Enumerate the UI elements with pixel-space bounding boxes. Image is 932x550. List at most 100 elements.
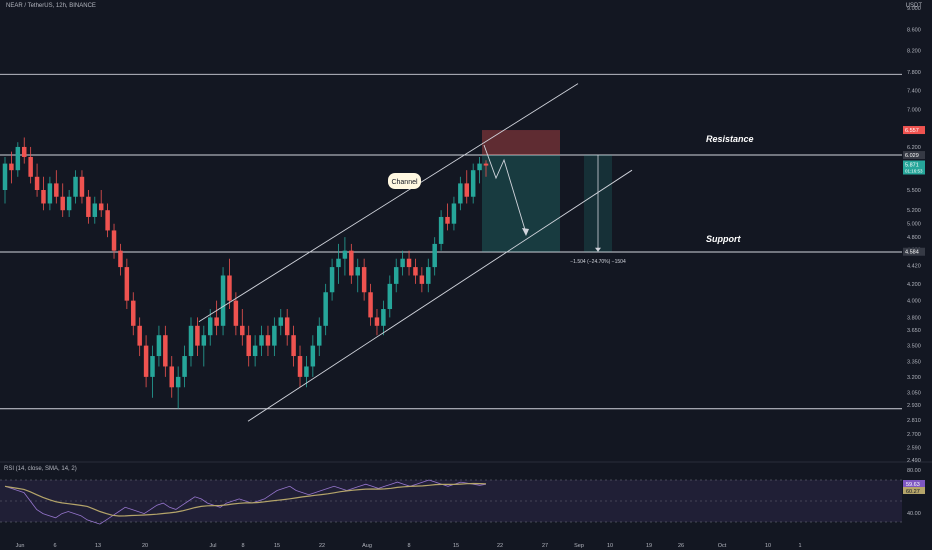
- price-tick: 4.000: [907, 299, 921, 305]
- time-tick: 6: [53, 543, 56, 549]
- candle-body: [111, 230, 117, 251]
- candle-body: [15, 146, 21, 171]
- candle-body: [105, 210, 110, 231]
- candle-body: [163, 335, 168, 367]
- candle-body: [265, 335, 271, 346]
- channel-lines[interactable]: [198, 83, 633, 422]
- candle-body: [252, 345, 258, 357]
- projection-path: [483, 144, 527, 234]
- time-tick: Jun: [16, 543, 25, 549]
- rsi-line: [4, 479, 487, 525]
- candle-body: [207, 317, 213, 336]
- rsi-value: 59.63: [906, 482, 920, 488]
- channel-callout[interactable]: Channel: [388, 173, 421, 189]
- rsi-tick: 40.00: [907, 511, 921, 517]
- time-tick: 22: [497, 543, 503, 549]
- measure-arrowhead: [595, 247, 601, 252]
- rsi-sma-value: 60.27: [906, 489, 920, 495]
- candle-body: [118, 250, 123, 268]
- time-axis[interactable]: Jun 6 13 20 Jul 8 15 22 Aug 8 15 22 27 Sep 10 19 26 Oct 10…: [16, 543, 802, 549]
- price-tick: 2.810: [907, 418, 921, 424]
- candle-body: [188, 325, 194, 357]
- price-tick: 5.500: [907, 188, 921, 194]
- time-tick: 22: [319, 543, 325, 549]
- candle-body: [220, 275, 226, 326]
- candle-body: [323, 292, 328, 326]
- candle-body: [355, 267, 360, 276]
- candle-body: [150, 356, 155, 377]
- price-tick: 2.590: [907, 446, 921, 452]
- stop-price-tag: [903, 126, 925, 135]
- candles-group: [2, 137, 489, 409]
- candle-body: [227, 275, 232, 301]
- price-tick: 3.350: [907, 359, 921, 365]
- price-tick: 6.200: [907, 145, 921, 151]
- support-price-tag-text: 4.584: [905, 250, 919, 256]
- price-tick: 7.000: [907, 107, 921, 113]
- stop-price-tag-text: 6.557: [905, 128, 919, 134]
- candle-body: [175, 376, 181, 388]
- candle-body: [9, 163, 14, 171]
- candle-body: [438, 216, 444, 244]
- time-tick: 10: [607, 543, 613, 549]
- candle-body: [374, 317, 380, 326]
- candle-body: [34, 176, 40, 190]
- candle-body: [182, 356, 187, 377]
- current-price-tag: [903, 160, 925, 175]
- time-tick: 15: [274, 543, 280, 549]
- measure-label: −1.504 (−24.70%) −1504: [570, 259, 626, 265]
- projection-arrowhead: [522, 228, 529, 236]
- candle-body: [272, 325, 277, 346]
- candle-body: [246, 335, 251, 357]
- candle-body: [131, 300, 136, 326]
- price-tick: 5.000: [907, 222, 921, 228]
- price-axis[interactable]: 9.0008.6008.2007.8007.4007.0006.6006.200…: [907, 6, 921, 464]
- candle-body: [329, 267, 335, 293]
- level-lines: [0, 73, 902, 410]
- candle-body: [195, 325, 200, 346]
- time-tick: 27: [542, 543, 548, 549]
- candle-body: [284, 317, 290, 336]
- candle-body: [169, 366, 174, 388]
- time-tick: 10: [765, 543, 771, 549]
- time-tick: 8: [407, 543, 410, 549]
- countdown-text: 01:16:53: [905, 169, 923, 174]
- candle-body: [28, 156, 33, 177]
- candle-body: [98, 203, 104, 211]
- short-position-tool[interactable]: [482, 130, 612, 252]
- candle-body: [336, 258, 341, 268]
- candle-body: [470, 170, 476, 197]
- candle-body: [400, 258, 405, 268]
- candle-body: [368, 292, 373, 318]
- price-tick: 4.420: [907, 263, 921, 269]
- candle-body: [406, 258, 412, 268]
- candle-body: [342, 250, 348, 259]
- candle-body: [86, 196, 91, 217]
- time-tick: 15: [453, 543, 459, 549]
- price-tags: 6.557 6.029 5.871 01:16:53 4.584: [903, 126, 925, 256]
- price-tick: 5.200: [907, 208, 921, 214]
- candle-body: [361, 267, 367, 293]
- candle-body: [137, 325, 142, 346]
- price-tick: 4.200: [907, 282, 921, 288]
- time-tick: Jul: [209, 543, 216, 549]
- channel-upper-line: [198, 83, 579, 322]
- time-tick: 13: [95, 543, 101, 549]
- candle-body: [458, 183, 463, 204]
- candle-body: [432, 243, 437, 268]
- candle-body: [233, 300, 239, 326]
- candle-body: [60, 196, 65, 211]
- price-tick: 2.490: [907, 458, 921, 464]
- candle-body: [79, 176, 85, 197]
- candle-body: [73, 176, 78, 197]
- time-tick: Aug: [362, 543, 372, 549]
- candle-body: [445, 216, 450, 224]
- rsi-sma-value-tag: [903, 487, 925, 494]
- price-tick: 3.800: [907, 315, 921, 321]
- candle-body: [483, 163, 489, 166]
- candle-body: [143, 345, 149, 377]
- candle-body: [156, 335, 162, 357]
- candle-body: [214, 317, 219, 326]
- candle-body: [426, 267, 431, 284]
